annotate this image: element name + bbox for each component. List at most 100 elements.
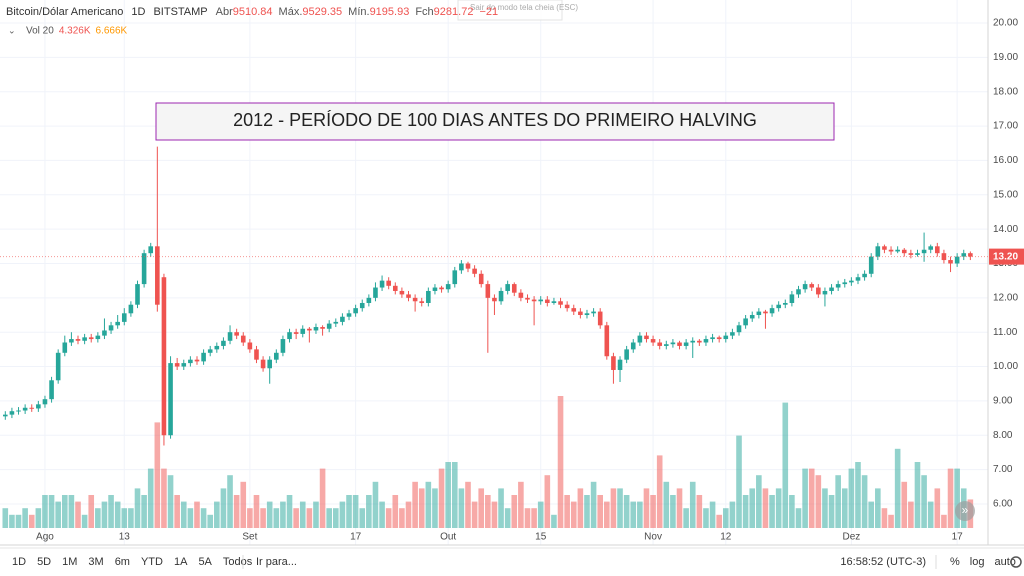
settings-icon[interactable] <box>1010 556 1022 568</box>
candle-body <box>234 332 239 336</box>
volume-bar <box>623 495 630 528</box>
volume-bar <box>293 508 299 528</box>
price-axis <box>988 0 1024 545</box>
candle-body <box>214 345 220 350</box>
volume-bar <box>22 508 28 528</box>
candle-body <box>842 282 848 285</box>
volume-bar <box>716 514 722 528</box>
volume-bar <box>769 495 775 528</box>
candle-body <box>254 349 259 360</box>
candle-body <box>968 253 973 257</box>
candle-body <box>88 337 94 340</box>
y-tick-label: 14.00 <box>993 224 1018 235</box>
volume-bar <box>471 501 478 528</box>
header: Sair do modo tela cheia (ESC) Bitcoin/Dól… <box>6 0 578 37</box>
candle-body <box>478 273 484 285</box>
volume-bar <box>233 495 240 528</box>
volume-bar <box>260 508 266 528</box>
volume-bar <box>207 514 214 528</box>
ohlc-value: 9281.72 <box>434 6 474 18</box>
volume-bar <box>504 508 511 528</box>
volume-bar <box>425 481 432 528</box>
candle-body <box>227 332 233 341</box>
candle-body <box>274 352 279 360</box>
y-tick-label: 8.00 <box>993 430 1013 441</box>
candle-body <box>128 304 134 314</box>
candle-body <box>716 337 722 340</box>
candle-body <box>954 256 960 264</box>
candle-body <box>346 313 352 317</box>
goto-button[interactable]: Ir para... <box>256 556 297 568</box>
candle-body <box>677 342 682 346</box>
volume-bar <box>584 495 590 528</box>
candle-body <box>340 316 345 322</box>
volume-bar <box>901 481 908 528</box>
range-button[interactable]: 1M <box>62 556 77 568</box>
candle-body <box>300 328 306 334</box>
volume-bar <box>418 488 425 528</box>
candle-body <box>459 263 464 271</box>
range-button[interactable]: Todos <box>223 556 253 568</box>
volume-bar <box>48 495 55 528</box>
y-tick-label: 12.00 <box>993 292 1018 303</box>
candle-body <box>743 318 748 326</box>
volume-bar <box>564 495 570 528</box>
volume-bar <box>379 501 385 528</box>
candle-body <box>280 339 286 353</box>
candle-body <box>326 323 332 329</box>
candle-body <box>901 249 907 254</box>
volume-bar <box>405 501 412 528</box>
candle-body <box>644 335 649 340</box>
range-button[interactable]: 5A <box>198 556 212 568</box>
candle-body <box>373 287 378 298</box>
range-button[interactable]: 1A <box>174 556 188 568</box>
candle-body <box>650 339 656 343</box>
x-tick-label: Ago <box>36 532 54 543</box>
collapse-icon[interactable]: ⌄ <box>8 25 16 35</box>
volume-bar <box>736 435 742 528</box>
candle-body <box>736 325 742 333</box>
volume-bar <box>683 508 689 528</box>
candle-body <box>115 321 120 326</box>
candle-body <box>445 284 451 290</box>
volume-bar <box>180 501 187 528</box>
scale-option[interactable]: % <box>950 556 960 568</box>
volume-bar <box>762 488 769 528</box>
y-tick-label: 9.00 <box>993 396 1013 407</box>
ohlc-value: 9510.84 <box>233 6 273 18</box>
scale-option[interactable]: auto <box>994 556 1015 568</box>
volume-bar <box>458 488 465 528</box>
clock: 16:58:52 (UTC-3) <box>840 556 926 568</box>
volume-bar <box>637 501 643 528</box>
range-button[interactable]: 6m <box>115 556 130 568</box>
candle-body <box>961 253 967 257</box>
candle-body <box>141 253 147 285</box>
scroll-button[interactable] <box>955 501 975 521</box>
candle-body <box>749 315 755 319</box>
volume-bar <box>822 488 828 528</box>
volume-bar <box>782 402 789 528</box>
candle-body <box>895 249 900 252</box>
range-button[interactable]: 1D <box>12 556 26 568</box>
candle-body <box>525 297 530 300</box>
candle-body <box>386 280 391 286</box>
volume-bar <box>346 495 352 528</box>
volume-bar <box>108 495 114 528</box>
candle-body <box>882 246 887 250</box>
candle-body <box>452 270 458 285</box>
volume-value: 4.326K <box>59 26 91 37</box>
range-button[interactable]: 3M <box>88 556 103 568</box>
candle-body <box>95 335 101 340</box>
volume-bar <box>253 495 260 528</box>
x-tick-label: 12 <box>720 532 732 543</box>
range-button[interactable]: 5D <box>37 556 51 568</box>
candle-body <box>789 294 795 303</box>
scale-option[interactable]: log <box>970 556 985 568</box>
candle-body <box>690 340 696 343</box>
candle-body <box>551 301 557 303</box>
range-button[interactable]: YTD <box>141 556 163 568</box>
volume-bar <box>848 468 855 528</box>
x-tick-label: 17 <box>952 532 964 543</box>
scroll-icon[interactable]: » <box>962 503 969 517</box>
volume-bar <box>577 488 584 528</box>
